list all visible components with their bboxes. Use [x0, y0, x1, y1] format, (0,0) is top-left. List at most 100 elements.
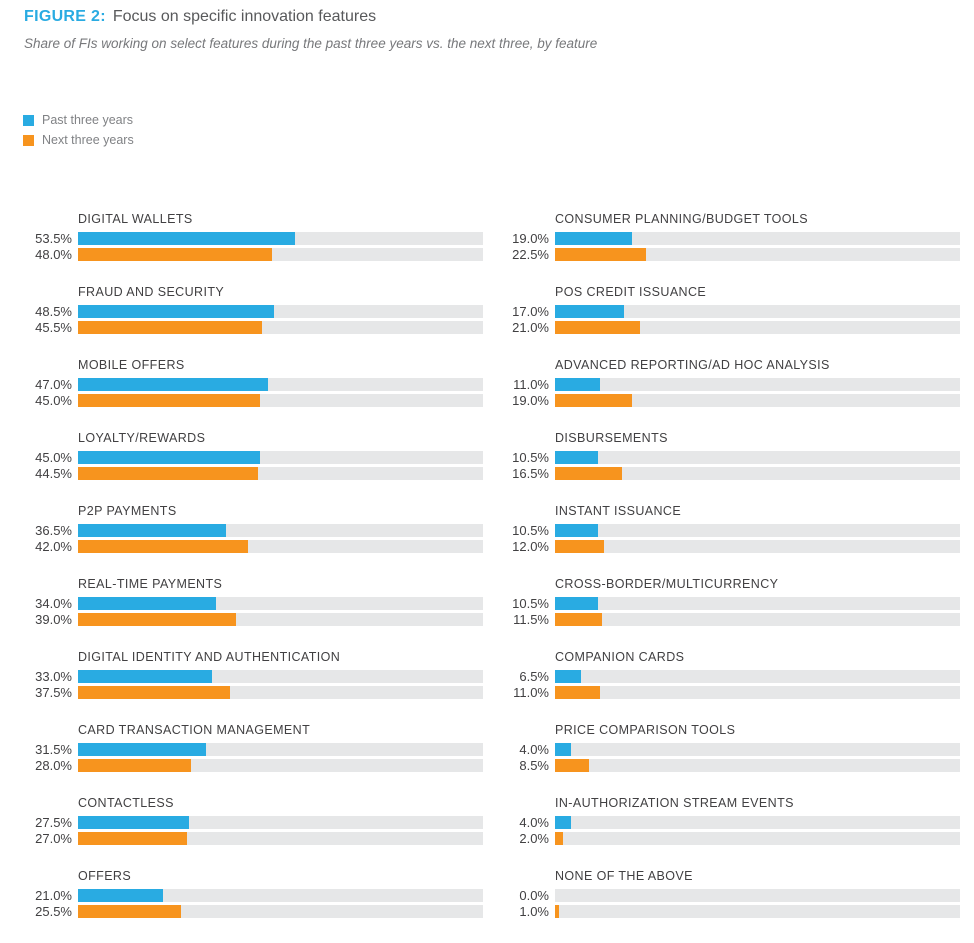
- bar-fill-next: [78, 394, 261, 407]
- value-label-next: 12.0%: [512, 539, 549, 554]
- feature-label: PRICE COMPARISON TOOLS: [555, 723, 736, 737]
- value-label-past: 19.0%: [512, 231, 549, 246]
- bar-row-past: 11.0%: [501, 378, 960, 391]
- value-label-next: 11.0%: [513, 685, 549, 700]
- value-label-next: 45.0%: [35, 393, 72, 408]
- bar-row-next: 27.0%: [24, 832, 483, 845]
- bar-track: [555, 889, 960, 902]
- value-label-next: 28.0%: [35, 758, 72, 773]
- feature-label: COMPANION CARDS: [555, 650, 685, 664]
- bar-fill-next: [555, 467, 622, 480]
- legend-swatch-icon: [23, 114, 34, 126]
- chart-column-right: CONSUMER PLANNING/BUDGET TOOLS 19.0% 22.5%…: [501, 213, 960, 943]
- bar-row-past: 6.5%: [501, 670, 960, 683]
- feature-group: DISBURSEMENTS 10.5% 16.5%: [501, 432, 960, 480]
- bar-fill-next: [78, 321, 263, 334]
- bar-track: [78, 816, 483, 829]
- chart-column-left: DIGITAL WALLETS 53.5% 48.0% FRAUD AND SECUR…: [24, 213, 483, 943]
- bar-track: [78, 232, 483, 245]
- legend-row-next: Next three years: [23, 130, 134, 150]
- bar-fill-past: [555, 670, 582, 683]
- bar-row-next: 1.0%: [501, 905, 960, 918]
- feature-group: P2P PAYMENTS 36.5% 42.0%: [24, 505, 483, 553]
- bar-track: [78, 889, 483, 902]
- value-label-past: 21.0%: [35, 888, 72, 903]
- bar-track: [555, 232, 960, 245]
- bar-row-past: 19.0%: [501, 232, 960, 245]
- bar-fill-past: [555, 816, 572, 829]
- bar-fill-past: [78, 524, 226, 537]
- bar-fill-next: [78, 540, 249, 553]
- feature-label: CARD TRANSACTION MANAGEMENT: [78, 723, 311, 737]
- bar-fill-next: [78, 759, 192, 772]
- bar-fill-past: [78, 743, 206, 756]
- bar-fill-next: [555, 540, 604, 553]
- feature-label: IN-AUTHORIZATION STREAM EVENTS: [555, 796, 794, 810]
- value-label-next: 22.5%: [512, 247, 549, 262]
- value-label-past: 53.5%: [35, 231, 72, 246]
- bar-fill-past: [78, 816, 190, 829]
- bar-fill-next: [78, 613, 236, 626]
- value-label-past: 27.5%: [35, 815, 72, 830]
- bar-fill-next: [555, 394, 632, 407]
- figure-title: Focus on specific innovation features: [112, 8, 377, 25]
- bar-row-next: 48.0%: [24, 248, 483, 261]
- value-label-next: 44.5%: [35, 466, 72, 481]
- bar-track: [78, 321, 483, 334]
- bar-fill-past: [555, 524, 598, 537]
- bar-row-past: 36.5%: [24, 524, 483, 537]
- bar-row-past: 17.0%: [501, 305, 960, 318]
- value-label-next: 21.0%: [512, 320, 549, 335]
- figure-subtitle: Share of FIs working on select features …: [24, 36, 598, 51]
- bar-track: [78, 467, 483, 480]
- feature-label: OFFERS: [78, 869, 132, 883]
- feature-group: ADVANCED REPORTING/AD HOC ANALYSIS 11.0% 1…: [501, 359, 960, 407]
- bar-track: [78, 305, 483, 318]
- value-label-past: 48.5%: [35, 304, 72, 319]
- bar-fill-next: [78, 905, 182, 918]
- value-label-next: 19.0%: [512, 393, 549, 408]
- bar-row-past: 48.5%: [24, 305, 483, 318]
- bar-track: [78, 540, 483, 553]
- bar-row-next: 2.0%: [501, 832, 960, 845]
- feature-label: DIGITAL IDENTITY AND AUTHENTICATION: [78, 650, 341, 664]
- feature-group: LOYALTY/REWARDS 45.0% 44.5%: [24, 432, 483, 480]
- value-label-past: 34.0%: [35, 596, 72, 611]
- feature-group: CROSS-BORDER/MULTICURRENCY 10.5% 11.5%: [501, 578, 960, 626]
- bar-row-next: 12.0%: [501, 540, 960, 553]
- feature-label: INSTANT ISSUANCE: [555, 504, 682, 518]
- bar-track: [555, 670, 960, 683]
- bar-track: [555, 832, 960, 845]
- legend-label: Next three years: [42, 133, 134, 147]
- legend: Past three years Next three years: [23, 110, 134, 150]
- bar-fill-past: [78, 232, 295, 245]
- bar-fill-past: [78, 305, 275, 318]
- bar-row-past: 34.0%: [24, 597, 483, 610]
- value-label-next: 25.5%: [35, 904, 72, 919]
- bar-fill-next: [555, 759, 590, 772]
- bar-fill-next: [78, 832, 188, 845]
- bar-fill-past: [555, 597, 598, 610]
- feature-group: DIGITAL IDENTITY AND AUTHENTICATION 33.0%…: [24, 651, 483, 699]
- feature-group: COMPANION CARDS 6.5% 11.0%: [501, 651, 960, 699]
- value-label-past: 4.0%: [519, 815, 549, 830]
- bar-fill-next: [555, 321, 641, 334]
- bar-fill-past: [78, 670, 212, 683]
- feature-label: NONE OF THE ABOVE: [555, 869, 693, 883]
- bar-row-past: 47.0%: [24, 378, 483, 391]
- bar-row-past: 0.0%: [501, 889, 960, 902]
- feature-label: MOBILE OFFERS: [78, 358, 185, 372]
- value-label-next: 39.0%: [35, 612, 72, 627]
- bar-row-next: 42.0%: [24, 540, 483, 553]
- feature-label: CONSUMER PLANNING/BUDGET TOOLS: [555, 212, 809, 226]
- bar-track: [78, 743, 483, 756]
- feature-group: MOBILE OFFERS 47.0% 45.0%: [24, 359, 483, 407]
- bar-track: [78, 597, 483, 610]
- figure-number-label: FIGURE 2:: [24, 8, 106, 25]
- bar-track: [555, 248, 960, 261]
- feature-label: FRAUD AND SECURITY: [78, 285, 225, 299]
- legend-label: Past three years: [42, 113, 134, 127]
- bar-row-past: 21.0%: [24, 889, 483, 902]
- bar-fill-past: [555, 305, 624, 318]
- bar-fill-past: [78, 378, 269, 391]
